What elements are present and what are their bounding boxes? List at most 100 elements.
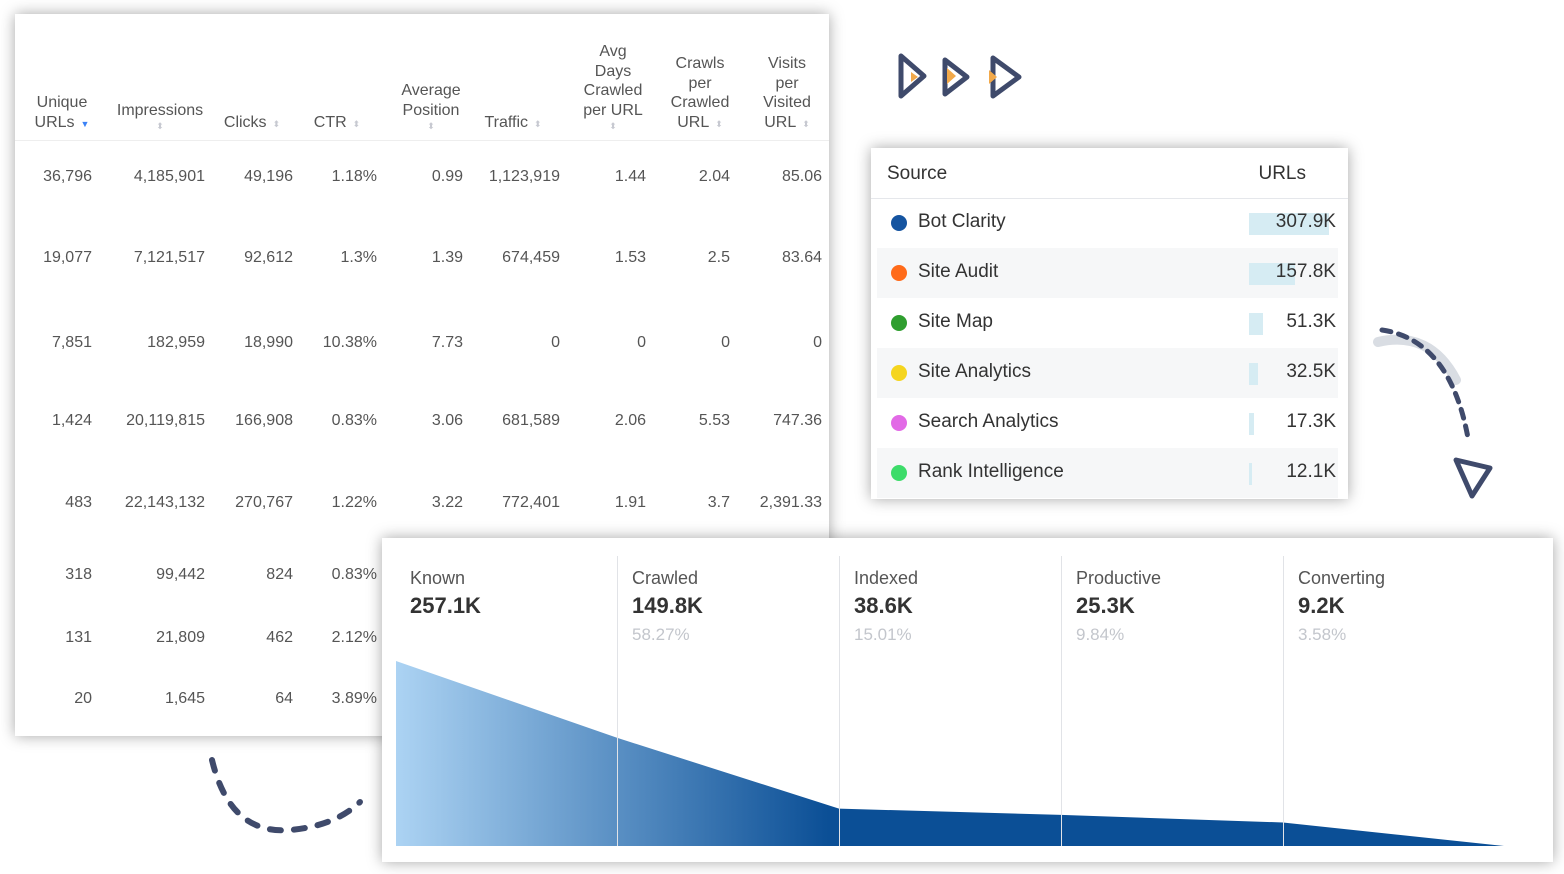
legend-dot-icon: [891, 415, 907, 431]
column-header-crawls-per-crawled-url[interactable]: Crawls per Crawled URL ⬍: [640, 54, 760, 132]
sort-icon[interactable]: ⬍: [715, 118, 723, 129]
source-url-count: 17.3K: [1286, 411, 1336, 432]
stage-divider: [839, 556, 840, 846]
stage-percent: 58.27%: [632, 625, 690, 644]
table-cell: 1,424: [51, 412, 92, 429]
column-header-impressions[interactable]: Impressions ⬍: [100, 101, 220, 133]
column-header-label: Visits per Visited URL: [763, 55, 811, 131]
table-cell: 20,119,815: [126, 412, 205, 429]
source-url-count: 157.8K: [1275, 261, 1336, 282]
source-name: Site Analytics: [918, 361, 1031, 382]
source-urls-table: Source URLs Bot Clarity 307.9K Site Audit 1…: [871, 148, 1348, 499]
play-arrow-accent: [947, 68, 956, 84]
table-cell: 1.18%: [331, 168, 377, 185]
table-cell: 1,645: [164, 690, 205, 707]
funnel-stage-productive[interactable]: Productive 25.3K 9.84%: [1076, 568, 1161, 645]
source-share-bar: [1249, 363, 1258, 385]
column-header-ctr[interactable]: CTR ⬍: [277, 113, 397, 133]
dashed-curve-arrow-right: [1373, 327, 1493, 499]
table-cell: 462: [266, 629, 293, 646]
stage-percent: 15.01%: [854, 625, 912, 644]
table-cell: 0: [637, 334, 646, 351]
table-cell: 10.38%: [322, 334, 377, 351]
source-share-bar: [1249, 213, 1329, 235]
stage-percent: 9.84%: [1076, 625, 1125, 644]
table-cell: 7.73: [431, 334, 463, 351]
table-cell: 2.04: [698, 168, 730, 185]
source-share-bar: [1249, 463, 1252, 485]
table-cell: 0.83%: [331, 412, 377, 429]
source-table-header: Source URLs: [871, 148, 1348, 199]
stage-label: Crawled: [632, 568, 699, 588]
table-cell: 19,077: [43, 249, 92, 266]
table-cell: 824: [266, 566, 293, 583]
stage-value: 149.8K: [632, 593, 703, 618]
column-header-visits-per-visited-url[interactable]: Visits per Visited URL ⬍: [727, 54, 829, 132]
dashed-curve-line: [209, 757, 363, 834]
source-row[interactable]: Rank Intelligence 12.1K: [877, 448, 1338, 498]
funnel-stage-converting[interactable]: Converting 9.2K 3.58%: [1298, 568, 1385, 645]
column-header-label: Crawls per Crawled URL: [670, 55, 730, 131]
sort-icon[interactable]: ⬍: [156, 121, 164, 131]
table-cell: 131: [65, 629, 92, 646]
table-cell: 0.83%: [331, 566, 377, 583]
table-cell: 18,990: [244, 334, 293, 351]
source-name: Site Map: [918, 311, 993, 332]
column-header-label: Unique URLs: [34, 94, 88, 131]
play-arrow-icon: [942, 57, 970, 97]
source-row[interactable]: Bot Clarity 307.9K: [877, 198, 1338, 248]
urls-column-header[interactable]: URLs: [1258, 163, 1306, 184]
table-cell: 318: [65, 566, 92, 583]
sort-icon[interactable]: ⬍: [802, 118, 810, 129]
arrowhead-icon: [1453, 457, 1493, 499]
source-share-bar: [1249, 313, 1263, 335]
play-arrow-icon: [898, 53, 927, 99]
sort-icon[interactable]: ⬍: [609, 121, 617, 131]
source-row[interactable]: Site Audit 157.8K: [877, 248, 1338, 298]
table-cell: 99,442: [156, 566, 205, 583]
table-cell: 681,589: [502, 412, 560, 429]
stage-value: 38.6K: [854, 593, 913, 618]
column-header-avg-days-crawled[interactable]: Avg Days Crawled per URL ⬍: [553, 42, 673, 132]
table-cell: 1.44: [614, 168, 646, 185]
funnel-stage-known[interactable]: Known 257.1K: [410, 568, 481, 625]
column-header-label: Impressions: [116, 101, 204, 119]
column-header-clicks[interactable]: Clicks ⬍: [192, 113, 312, 133]
sort-icon[interactable]: ⬍: [534, 118, 542, 129]
sort-icon[interactable]: ⬍: [272, 118, 281, 129]
column-header-label: Traffic: [484, 113, 528, 131]
metrics-table-header: Unique URLs ▼ Impressions ⬍ Clicks ⬍ CTR ⬍ Avera…: [15, 14, 829, 141]
table-cell: 20: [74, 690, 92, 707]
sort-icon[interactable]: ⬍: [352, 118, 361, 129]
table-cell: 7,851: [51, 334, 92, 351]
table-cell: 85.06: [781, 168, 822, 185]
table-cell: 674,459: [502, 249, 560, 266]
source-row[interactable]: Site Map 51.3K: [877, 298, 1338, 348]
column-header-unique-urls[interactable]: Unique URLs ▼: [15, 93, 122, 132]
source-row[interactable]: Search Analytics 17.3K: [877, 398, 1338, 448]
dashed-curve-line: [1379, 327, 1471, 441]
stage-value: 257.1K: [410, 593, 481, 618]
source-url-count: 12.1K: [1286, 461, 1336, 482]
table-cell: 49,196: [244, 168, 293, 185]
sort-desc-icon[interactable]: ▼: [80, 118, 90, 129]
source-row[interactable]: Site Analytics 32.5K: [877, 348, 1338, 398]
table-cell: 0: [551, 334, 560, 351]
table-cell: 1,123,919: [488, 168, 560, 185]
dashed-curve-arrow-left: [209, 757, 363, 834]
stage-value: 25.3K: [1076, 593, 1135, 618]
funnel-stage-crawled[interactable]: Crawled 149.8K 58.27%: [632, 568, 703, 645]
funnel-stage-indexed[interactable]: Indexed 38.6K 15.01%: [854, 568, 918, 645]
table-cell: 1.39: [431, 249, 463, 266]
table-cell: 483: [65, 494, 92, 511]
column-header-average-position[interactable]: Average Position ⬍: [371, 81, 491, 132]
table-cell: 166,908: [235, 412, 293, 429]
table-cell: 5.53: [698, 412, 730, 429]
stage-divider: [617, 556, 618, 846]
table-cell: 3.89%: [331, 690, 377, 707]
source-share-bar: [1249, 413, 1254, 435]
sort-icon[interactable]: ⬍: [427, 121, 435, 131]
column-header-traffic[interactable]: Traffic ⬍: [453, 113, 573, 133]
source-column-header[interactable]: Source: [887, 163, 948, 184]
source-name: Rank Intelligence: [918, 461, 1064, 482]
